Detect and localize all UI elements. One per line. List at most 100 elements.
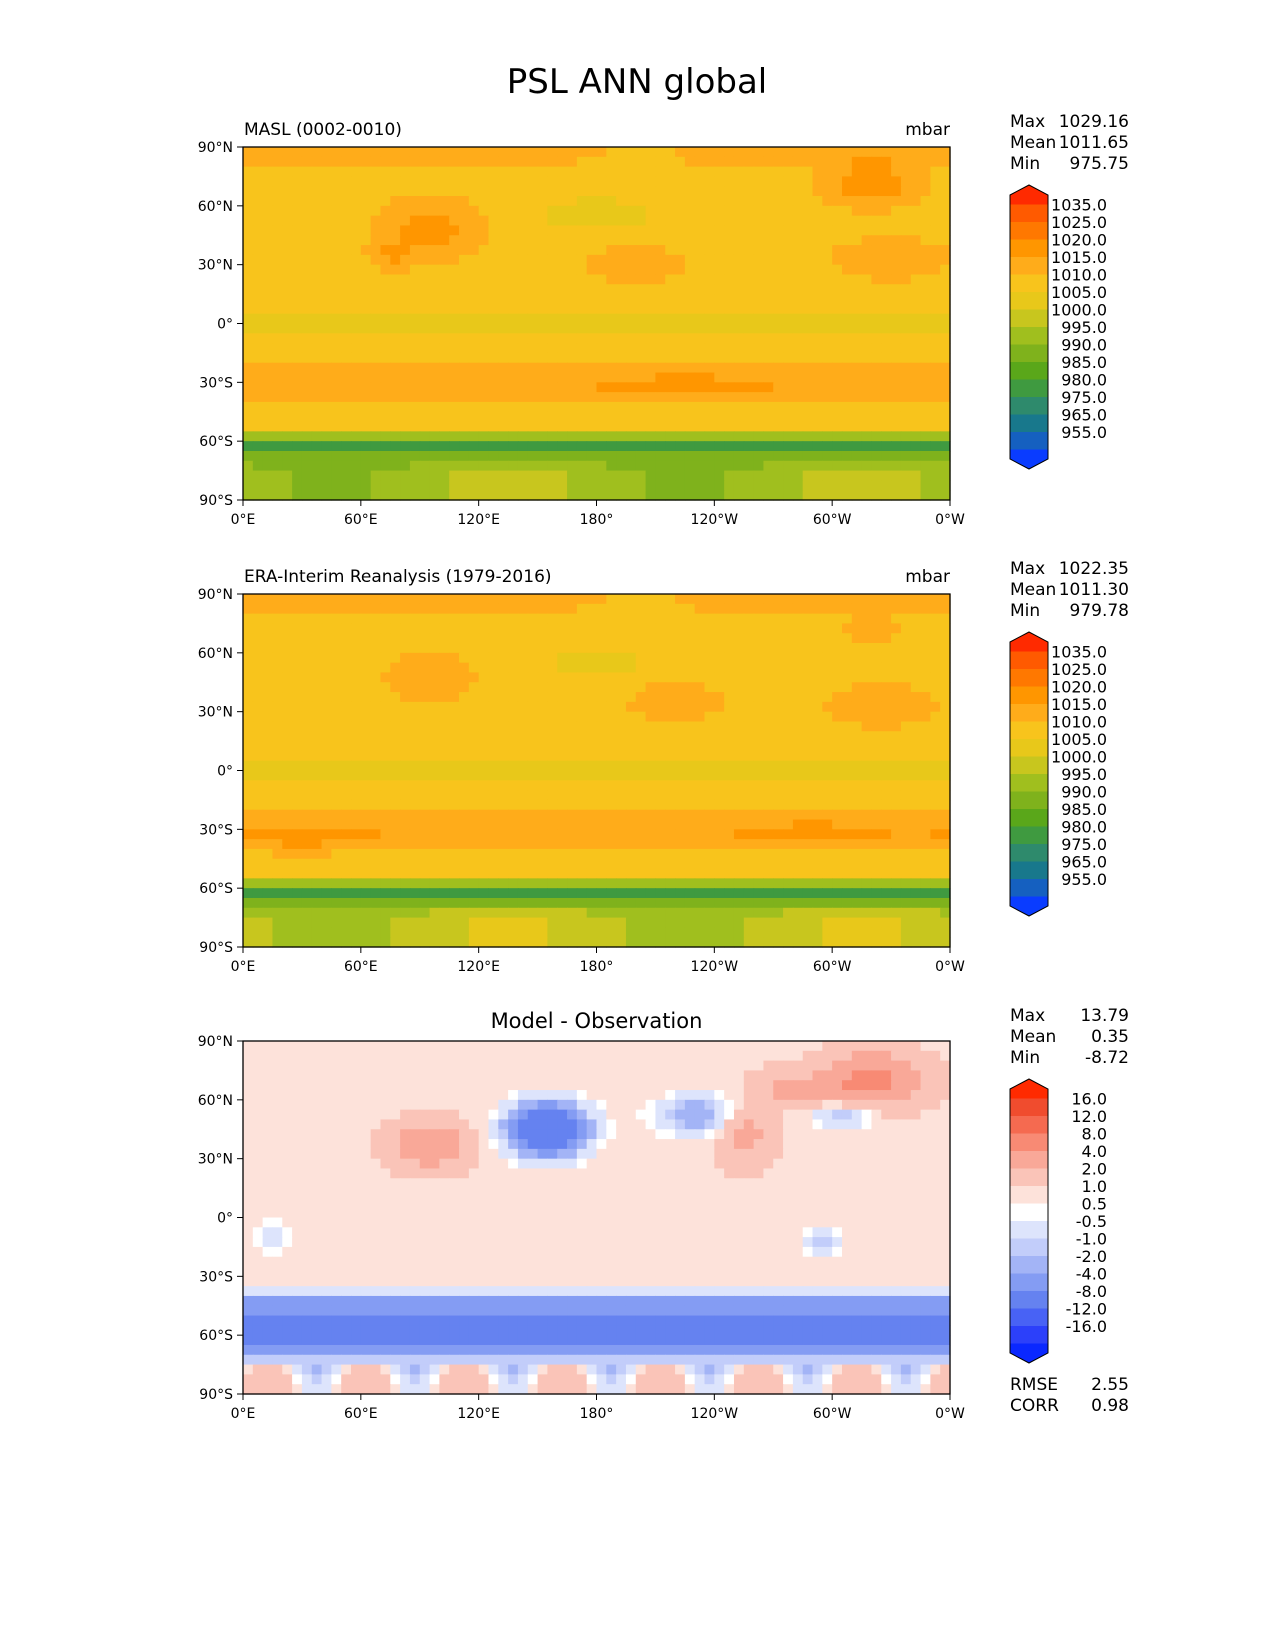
colorbar-tick-label: 1020.0 [1051,231,1107,250]
colorbar-segment [1010,1256,1048,1274]
colorbar-tick-label: 985.0 [1061,353,1107,372]
panel-title: Model - Observation [491,1009,703,1033]
panel-title: MASL (0002-0010) [244,120,402,140]
colorbar-segment [1010,362,1048,380]
y-tick-label: 30°N [198,705,233,721]
map-field [243,1041,951,1395]
stat-label: Max [1010,112,1045,132]
panel-1: MASL (0002-0010) mbar 90°N 60°N 30°N 0° 30°S 60… [198,112,1129,528]
colorbar-segment [1010,632,1048,652]
corr-value: 0.98 [1091,1396,1129,1416]
colorbar-tick-label: 4.0 [1082,1142,1107,1161]
rmse-label: RMSE [1010,1375,1058,1395]
y-tick-label: 0° [217,764,233,780]
x-tick-label: 0°E [231,512,256,528]
colorbar-segment [1010,185,1048,205]
colorbar-segment [1010,704,1048,722]
colorbar-tick-label: -2.0 [1076,1247,1107,1266]
colorbar-segment [1010,826,1048,845]
colorbar-segment [1010,1116,1048,1134]
colorbar-segment [1010,379,1048,398]
units-label: mbar [905,120,950,140]
rmse-value: 2.55 [1091,1375,1129,1395]
colorbar-tick-label: -0.5 [1076,1212,1107,1231]
colorbar-segment [1010,739,1048,757]
colorbar-tick-label: 1010.0 [1051,266,1107,285]
colorbar-tick-label: 1000.0 [1051,748,1107,767]
colorbar-tick-label: 1025.0 [1051,660,1107,679]
y-tick-label: 0° [217,317,233,333]
x-tick-label: 180° [580,1406,614,1422]
colorbar-segment [1010,449,1048,469]
y-tick-label: 30°S [199,1269,233,1285]
stat-value: 1011.65 [1059,133,1129,153]
panel-2: ERA-Interim Reanalysis (1979-2016) mbar 90… [198,559,1129,975]
colorbar-segment [1010,809,1048,827]
stat-label: Mean [1010,1027,1056,1047]
y-tick-label: 60°N [198,1093,233,1109]
x-tick-label: 0°E [231,959,256,975]
colorbar-segment [1010,239,1048,258]
colorbar-segment [1010,1308,1048,1327]
colorbar-tick-label: 1020.0 [1051,678,1107,697]
colorbar-segment [1010,791,1048,810]
colorbar-tick-label: 965.0 [1061,853,1107,872]
colorbar-segment [1010,1151,1048,1169]
stat-value: 979.78 [1070,601,1129,621]
x-tick-label: 120°W [691,959,739,975]
x-tick-label: 60°E [344,959,378,975]
colorbar: 16.012.08.04.02.01.00.5-0.5-1.0-2.0-4.0-… [1009,1078,1107,1364]
colorbar-tick-label: 1.0 [1082,1177,1107,1196]
stat-value: 1029.16 [1059,112,1129,132]
colorbar-tick-label: 955.0 [1061,870,1107,889]
stat-value: 1022.35 [1059,559,1129,579]
colorbar-segment [1010,1186,1048,1204]
colorbar-segment [1010,896,1048,916]
x-tick-label: 0°W [935,512,965,528]
colorbar-segment [1010,292,1048,310]
colorbar-tick-label: 16.0 [1071,1090,1107,1109]
colorbar-tick-label: 1015.0 [1051,248,1107,267]
colorbar-segment [1010,1291,1048,1309]
colorbar-tick-label: 1010.0 [1051,713,1107,732]
colorbar-segment [1010,1273,1048,1292]
stat-value: -8.72 [1085,1048,1129,1068]
colorbar-segment [1010,756,1048,775]
colorbar-tick-label: 1000.0 [1051,301,1107,320]
colorbar: 1035.01025.01020.01015.01010.01005.01000… [1009,631,1107,917]
colorbar-segment [1010,204,1048,223]
colorbar-segment [1010,1079,1048,1099]
colorbar-segment [1010,1168,1048,1187]
colorbar-tick-label: -16.0 [1066,1317,1107,1336]
colorbar-segment [1010,721,1048,740]
map-field [243,594,951,948]
y-tick-label: 90°S [199,493,233,509]
colorbar-segment [1010,1326,1048,1344]
colorbar-segment [1010,774,1048,792]
colorbar-segment [1010,257,1048,275]
y-tick-label: 90°N [198,587,233,603]
colorbar-tick-label: 990.0 [1061,336,1107,355]
colorbar-segment [1010,1133,1048,1152]
colorbar-segment [1010,1238,1048,1257]
y-tick-label: 30°N [198,258,233,274]
y-tick-label: 90°N [198,1034,233,1050]
colorbar-tick-label: 975.0 [1061,388,1107,407]
colorbar-tick-label: 990.0 [1061,783,1107,802]
colorbar-segment [1010,327,1048,345]
colorbar-segment [1010,844,1048,862]
colorbar-tick-label: 980.0 [1061,818,1107,837]
colorbar-outline [1009,1078,1049,1364]
y-tick-label: 60°N [198,646,233,662]
colorbar-tick-label: 12.0 [1071,1107,1107,1126]
colorbar-tick-label: 985.0 [1061,800,1107,819]
x-tick-label: 60°E [344,512,378,528]
y-tick-label: 60°S [199,1328,233,1344]
corr-label: CORR [1010,1396,1059,1416]
y-tick-label: 30°S [199,375,233,391]
colorbar-tick-label: 1005.0 [1051,283,1107,302]
stat-label: Min [1010,601,1040,621]
y-tick-label: 90°N [198,140,233,156]
x-tick-label: 180° [580,959,614,975]
